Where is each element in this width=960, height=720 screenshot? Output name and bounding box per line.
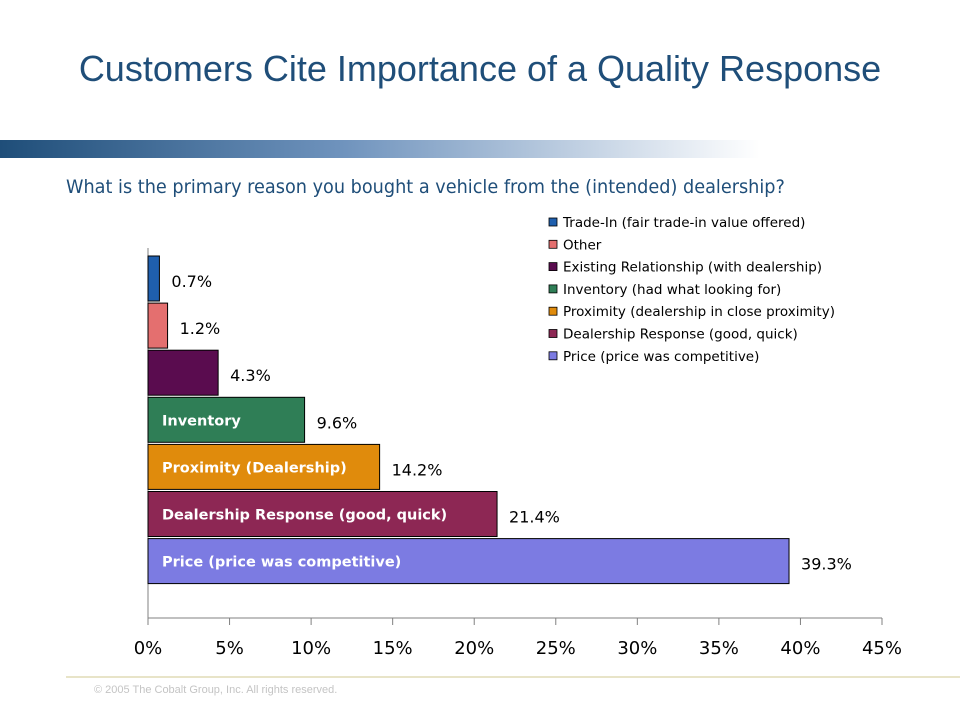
bar-4 <box>147 396 306 443</box>
page-title: Customers Cite Importance of a Quality R… <box>78 48 882 89</box>
bar-value-label: 1.2% <box>180 319 221 338</box>
title-accent-bar <box>0 140 760 158</box>
footer-divider <box>66 676 960 678</box>
bar-inner-label: Dealership Response (good, quick) <box>162 508 447 524</box>
legend-entry: Other <box>563 237 602 253</box>
x-axis: 0% 5% 10% 15% 20% 25% 30% 35% 40% 45% <box>134 248 902 659</box>
legend-swatch <box>548 329 558 338</box>
x-tick-label: 40% <box>780 638 820 659</box>
bar-inner-label: Inventory <box>162 413 241 429</box>
bar-inner-label: Proximity (Dealership) <box>162 460 347 476</box>
bar-value-label: 0.7% <box>171 272 212 291</box>
legend-swatch <box>548 262 558 272</box>
bar-value-label: 39.3% <box>801 555 852 574</box>
bar-inner-label: Price (price was competitive) <box>162 555 401 571</box>
x-tick-label: 25% <box>536 638 576 659</box>
x-tick-label: 15% <box>373 638 413 659</box>
x-tick-label: 5% <box>215 638 244 659</box>
bar-value-label: 21.4% <box>509 508 560 527</box>
bar-3 <box>147 349 219 396</box>
x-tick-label: 20% <box>454 638 494 659</box>
x-tick-label: 10% <box>291 638 331 659</box>
x-tick-label: 45% <box>862 638 902 659</box>
legend-entry: Inventory (had what looking for) <box>563 282 781 298</box>
bar-5 <box>147 443 381 490</box>
chart-subtitle: What is the primary reason you bought a … <box>66 176 785 198</box>
x-tick-label: 30% <box>617 638 657 659</box>
bar-value-label: 9.6% <box>317 413 358 432</box>
copyright-footer: © 2005 The Cobalt Group, Inc. All rights… <box>94 684 338 696</box>
bar-value-label: 4.3% <box>230 366 271 385</box>
legend-entry: Dealership Response (good, quick) <box>563 327 798 343</box>
bar-1 <box>147 255 160 302</box>
x-tick-label: 0% <box>134 638 163 659</box>
legend-entry: Existing Relationship (with dealership) <box>563 260 822 276</box>
legend-entry: Proximity (dealership in close proximity… <box>563 304 835 320</box>
bar-7 <box>147 538 790 585</box>
bars: 0.7% 1.2% 4.3% Inventory 9.6% Proximity (Deal… <box>147 255 852 585</box>
bar-6 <box>147 491 498 537</box>
legend-entry: Price (price was competitive) <box>563 349 759 365</box>
legend-swatch <box>548 217 558 227</box>
x-tick-label: 35% <box>699 638 739 659</box>
bar-value-label: 14.2% <box>392 460 443 479</box>
legend-entry: Trade-In (fair trade-in value offered) <box>562 215 805 231</box>
legend-swatch <box>548 239 558 249</box>
legend-swatch <box>548 284 558 294</box>
legend-swatch <box>548 306 558 316</box>
legend: Trade-In (fair trade-in value offered) Ot… <box>548 215 835 365</box>
bar-2 <box>147 302 169 349</box>
legend-swatch <box>548 351 558 361</box>
